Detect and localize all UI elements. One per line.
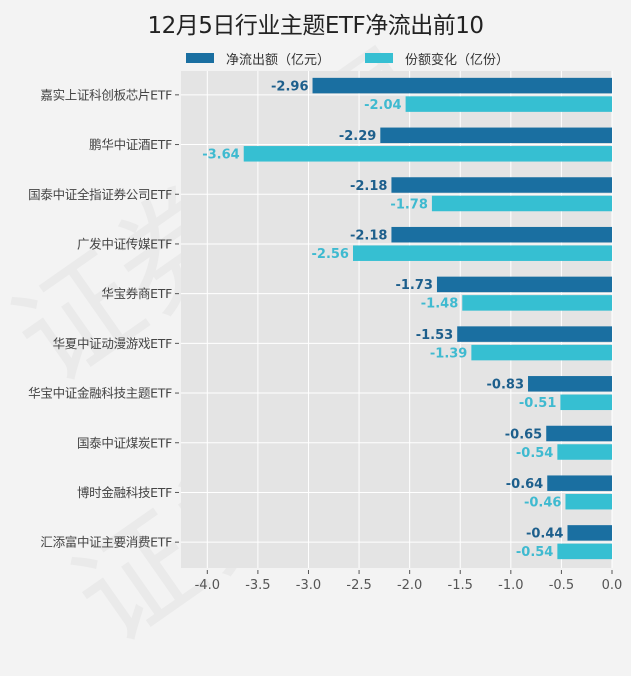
data-label-net-outflow: -0.64	[506, 477, 543, 492]
data-label-net-outflow: -1.53	[416, 328, 453, 343]
data-label-net-outflow: -0.83	[487, 378, 524, 393]
chart-title: 12月5日行业主题ETF净流出前10	[147, 13, 484, 39]
plot-area	[181, 71, 612, 568]
data-label-share-change: -1.48	[421, 297, 458, 312]
data-label-share-change: -1.39	[430, 346, 467, 361]
x-tick-label: 0.0	[602, 578, 623, 593]
bar-net-outflow	[380, 127, 612, 144]
x-tick-label: -2.0	[397, 578, 422, 593]
data-label-share-change: -1.78	[390, 197, 427, 212]
x-tick-label: -4.0	[195, 578, 220, 593]
category-label: 博时金融科技ETF	[77, 485, 172, 500]
data-label-share-change: -3.64	[202, 148, 239, 163]
bar-share-change	[471, 344, 612, 361]
bar-share-change	[560, 394, 612, 411]
legend-item-share-change: 份额变化（亿份）	[365, 48, 509, 68]
bar-share-change	[243, 146, 612, 162]
legend-item-net-outflow: 净流出额（亿元）	[186, 48, 330, 68]
category-label: 广发中证传媒ETF	[77, 236, 172, 251]
bar-net-outflow	[312, 77, 612, 94]
category-label: 汇添富中证主要消费ETF	[40, 535, 172, 550]
x-tick-label: -2.5	[346, 578, 371, 593]
bar-share-change	[557, 444, 612, 460]
bar-net-outflow	[567, 525, 612, 541]
data-label-net-outflow: -0.44	[526, 527, 563, 542]
data-label-net-outflow: -1.73	[395, 278, 432, 293]
category-label: 鹏华中证酒ETF	[89, 137, 172, 152]
x-tick-label: -1.5	[448, 578, 473, 593]
category-label: 华夏中证动漫游戏ETF	[53, 336, 173, 351]
bar-net-outflow	[547, 475, 612, 491]
category-label: 国泰中证全指证券公司ETF	[28, 187, 172, 202]
data-label-net-outflow: -0.65	[505, 427, 542, 442]
bar-net-outflow	[528, 376, 612, 392]
category-label: 嘉实上证科创板芯片ETF	[40, 87, 172, 102]
data-label-share-change: -0.54	[516, 545, 553, 560]
data-label-share-change: -0.51	[519, 396, 556, 411]
x-tick-label: -1.0	[498, 578, 523, 593]
bar-chart: -4.0 -3.5 -3.0 -2.5 -2.0 -1.5 -1.0 -0.5 0.0 嘉实上证科…	[28, 71, 623, 593]
data-label-share-change: -0.54	[516, 446, 553, 461]
bar-share-change	[431, 195, 612, 212]
category-label: 国泰中证煤炭ETF	[77, 435, 172, 450]
bar-net-outflow	[546, 425, 612, 442]
x-tick-label: -3.0	[296, 578, 321, 593]
category-label: 华宝中证金融科技主题ETF	[28, 386, 172, 401]
legend-label-net-outflow: 净流出额（亿元）	[226, 52, 331, 68]
bar-share-change	[557, 543, 612, 560]
bar-share-change	[462, 295, 612, 311]
bar-net-outflow	[457, 326, 612, 342]
legend-swatch-net-outflow	[186, 53, 214, 63]
data-label-net-outflow: -2.18	[350, 179, 387, 194]
data-label-share-change: -2.04	[364, 98, 401, 113]
data-label-net-outflow: -2.29	[339, 129, 376, 144]
bar-net-outflow	[391, 177, 612, 193]
data-label-net-outflow: -2.18	[350, 228, 387, 243]
bar-net-outflow	[436, 276, 612, 293]
legend-label-share-change: 份额变化（亿份）	[405, 52, 510, 68]
bar-share-change	[352, 245, 612, 261]
x-tick-label: -3.5	[245, 578, 270, 593]
x-tick-label: -0.5	[549, 578, 574, 593]
data-label-share-change: -2.56	[312, 247, 349, 262]
category-label: 华宝券商ETF	[101, 286, 172, 301]
bar-share-change	[405, 96, 612, 112]
bar-share-change	[565, 493, 612, 510]
legend-swatch-share-change	[365, 53, 393, 63]
bar-net-outflow	[391, 226, 612, 243]
data-label-share-change: -0.46	[524, 495, 561, 510]
data-label-net-outflow: -2.96	[271, 79, 308, 94]
